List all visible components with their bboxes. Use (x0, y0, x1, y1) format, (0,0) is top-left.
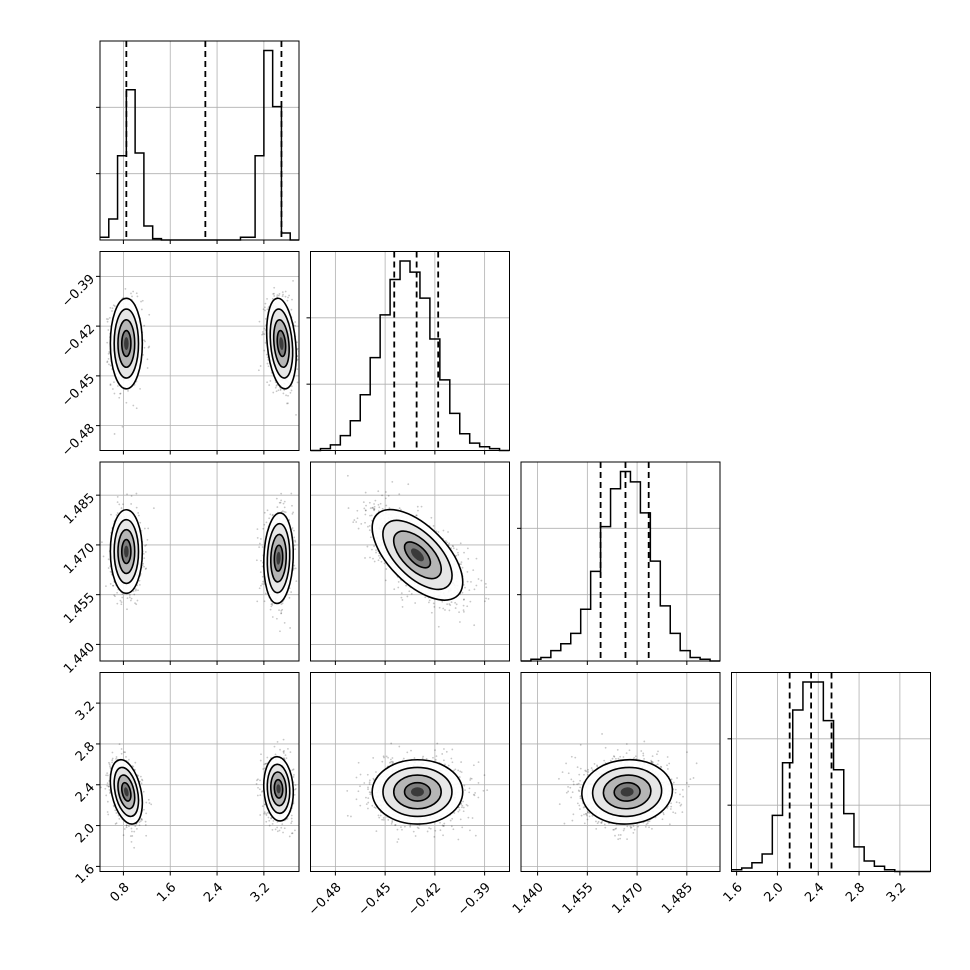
histogram-bins (310, 260, 510, 452)
y-tick-label: 1.6 (73, 862, 98, 887)
y-tick-label: 2.8 (73, 739, 98, 764)
y-tick-label: 3.2 (73, 699, 98, 724)
panel-frame (520, 672, 721, 872)
panel-frame (520, 461, 721, 662)
x-tick-label: 3.2 (884, 880, 909, 905)
y-tick-label: 1.455 (61, 590, 98, 627)
histogram-bins (521, 470, 720, 662)
density-contours (371, 758, 464, 825)
joint-panel-2-3 (520, 672, 721, 876)
panel-frame (99, 40, 300, 241)
x-tick-label: 2.0 (761, 880, 786, 905)
y-tick-label: −0.45 (59, 371, 98, 410)
joint-panel-1-3 (310, 672, 510, 876)
x-tick-label: 1.6 (154, 880, 179, 905)
y-tick-label: −0.39 (59, 272, 98, 311)
density-contours (262, 755, 295, 822)
joint-panel-0-3 (96, 672, 300, 876)
x-tick-label: 1.470 (609, 880, 646, 917)
density-contours (262, 512, 295, 605)
x-tick-label: 1.485 (659, 880, 696, 917)
x-tick-label: −0.48 (306, 880, 345, 919)
joint-panel-0-2 (96, 461, 300, 665)
panel-frame (99, 461, 300, 662)
y-tick-label: 2.0 (73, 821, 98, 846)
histogram-bins (100, 49, 299, 241)
histogram-panel-1 (306, 251, 510, 455)
panel-frame (310, 672, 510, 872)
density-contours (371, 508, 464, 601)
density-contours (109, 758, 144, 825)
x-tick-label: −0.45 (356, 880, 395, 919)
density-contours (265, 297, 297, 390)
x-tick-label: 1.455 (560, 880, 597, 917)
x-tick-label: 1.440 (510, 880, 547, 917)
tick-labels: 0.8 1.6 2.4 3.2 −0.48 −0.45 −0.42 −0.39 1.440 1.4… (59, 272, 909, 919)
x-tick-label: 2.4 (201, 880, 226, 905)
panel-frame (99, 672, 300, 872)
y-tick-label: 2.4 (73, 780, 98, 805)
y-tick-label: 1.470 (61, 540, 98, 577)
panel-frame (99, 251, 300, 451)
density-contours (109, 508, 144, 595)
x-tick-label: 2.4 (802, 880, 827, 905)
panel-frame (731, 672, 931, 872)
histogram-panel-0 (96, 40, 300, 244)
y-tick-label: 1.485 (61, 491, 98, 528)
histogram-panel-3 (727, 672, 931, 876)
panel-frame (310, 251, 510, 451)
x-tick-label: −0.42 (405, 880, 444, 919)
x-tick-label: 3.2 (248, 880, 273, 905)
histogram-bins (731, 681, 931, 873)
y-tick-label: −0.48 (59, 421, 98, 460)
panel-frame (310, 461, 510, 662)
x-tick-label: 1.6 (721, 880, 746, 905)
x-tick-label: 0.8 (107, 880, 132, 905)
x-tick-label: 2.8 (843, 880, 868, 905)
density-contours (109, 297, 144, 390)
density-contours (581, 758, 674, 825)
joint-panel-0-1 (96, 251, 300, 455)
y-tick-label: −0.42 (59, 322, 98, 361)
histogram-panel-2 (517, 461, 721, 665)
joint-panel-1-2 (310, 461, 510, 665)
x-tick-label: −0.39 (455, 880, 494, 919)
y-tick-label: 1.440 (61, 640, 98, 677)
